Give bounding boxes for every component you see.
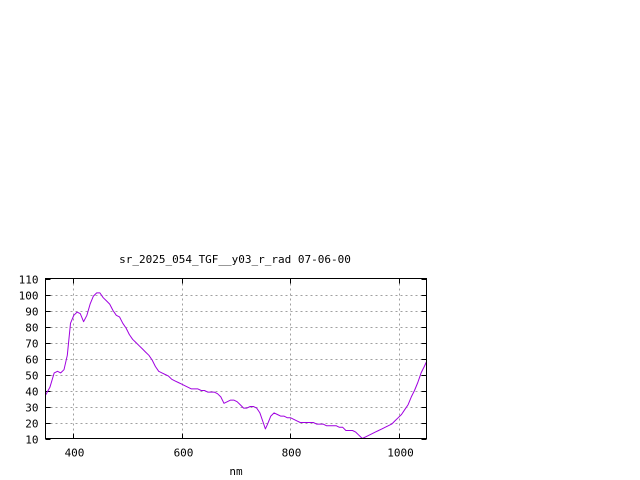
y-tick-label: 60 — [25, 354, 38, 367]
series — [45, 292, 427, 439]
y-tick-label: 40 — [25, 386, 38, 399]
y-tick-label: 10 — [25, 434, 38, 447]
axes: 10 20 30 40 50 60 70 80 90 100 110 400 600 800 1000 — [19, 274, 427, 460]
x-tick-label: 1000 — [387, 447, 414, 460]
y-tick-label: 30 — [25, 402, 38, 415]
y-tick-label: 70 — [25, 338, 38, 351]
x-tick-label: 600 — [174, 447, 194, 460]
x-axis-label: nm — [229, 465, 243, 478]
chart-title: sr_2025_054_TGF__y03_r_rad 07-06-00 — [119, 253, 351, 266]
series-line — [45, 292, 427, 439]
grid — [45, 278, 427, 439]
plot-border — [45, 278, 427, 439]
y-tick-label: 50 — [25, 370, 38, 383]
y-tick-label: 20 — [25, 418, 38, 431]
y-tick-label: 90 — [25, 306, 38, 319]
y-tick-label: 80 — [25, 322, 38, 335]
y-tick-label: 100 — [19, 290, 39, 303]
x-tick-label: 800 — [282, 447, 302, 460]
x-tick-label: 400 — [65, 447, 85, 460]
y-tick-label: 110 — [19, 274, 39, 287]
